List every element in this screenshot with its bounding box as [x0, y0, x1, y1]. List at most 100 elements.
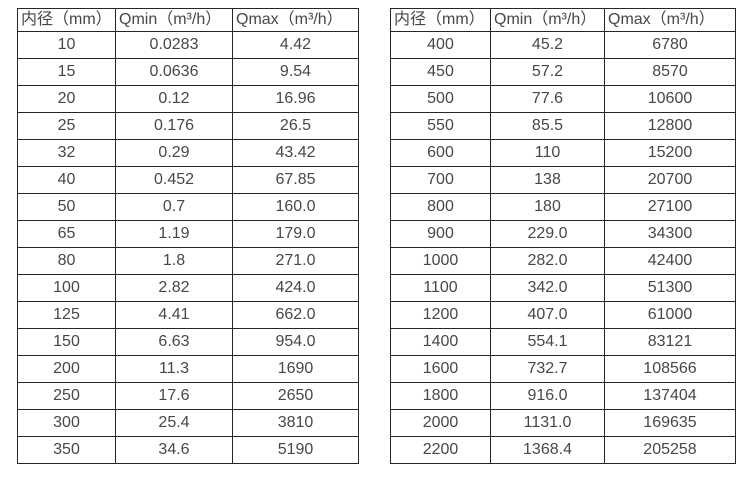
- table-cell: 2.82: [115, 274, 233, 302]
- table-cell: 42400: [604, 247, 736, 275]
- table-cell: 9.54: [232, 58, 359, 86]
- table-header-row: 内径（mm） Qmin（m³/h） Qmax（m³/h）: [17, 8, 359, 32]
- table-cell: 57.2: [490, 58, 605, 86]
- table-cell: 732.7: [490, 355, 605, 383]
- table-cell: 65: [17, 220, 116, 248]
- table-cell: 2000: [390, 409, 491, 437]
- table-row: 32 0.29 43.42: [17, 139, 359, 167]
- table-cell: 271.0: [232, 247, 359, 275]
- table-cell: 300: [17, 409, 116, 437]
- table-cell: 600: [390, 139, 491, 167]
- table-cell: 1.8: [115, 247, 233, 275]
- table-cell: 15: [17, 58, 116, 86]
- table-row: 500 77.6 10600: [390, 85, 736, 113]
- table-row: 450 57.2 8570: [390, 58, 736, 86]
- table-row: 600 110 15200: [390, 139, 736, 167]
- header-qmax: Qmax（m³/h）: [604, 8, 736, 32]
- table-row: 900 229.0 34300: [390, 220, 736, 248]
- table-row: 50 0.7 160.0: [17, 193, 359, 221]
- table-cell: 0.0636: [115, 58, 233, 86]
- table-cell: 350: [17, 436, 116, 464]
- table-cell: 0.452: [115, 166, 233, 194]
- table-cell: 205258: [604, 436, 736, 464]
- table-cell: 282.0: [490, 247, 605, 275]
- table-cell: 550: [390, 112, 491, 140]
- table-body: 10 0.0283 4.42 15 0.0636 9.54 20 0.12 16.96 25 0.1…: [17, 31, 359, 464]
- table-cell: 85.5: [490, 112, 605, 140]
- table-cell: 20: [17, 85, 116, 113]
- table-row: 2000 1131.0 169635: [390, 409, 736, 437]
- table-row: 350 34.6 5190: [17, 436, 359, 464]
- flow-table-large-diameters: 内径（mm） Qmin（m³/h） Qmax（m³/h） 400 45.2 6780…: [390, 8, 736, 464]
- table-row: 125 4.41 662.0: [17, 301, 359, 329]
- table-cell: 32: [17, 139, 116, 167]
- table-cell: 1400: [390, 328, 491, 356]
- table-cell: 1100: [390, 274, 491, 302]
- table-cell: 137404: [604, 382, 736, 410]
- table-cell: 12800: [604, 112, 736, 140]
- table-cell: 1368.4: [490, 436, 605, 464]
- table-cell: 500: [390, 85, 491, 113]
- table-row: 700 138 20700: [390, 166, 736, 194]
- table-cell: 900: [390, 220, 491, 248]
- table-cell: 700: [390, 166, 491, 194]
- table-cell: 10600: [604, 85, 736, 113]
- table-cell: 1.19: [115, 220, 233, 248]
- table-cell: 25: [17, 112, 116, 140]
- table-cell: 5190: [232, 436, 359, 464]
- table-cell: 400: [390, 31, 491, 59]
- table-row: 1200 407.0 61000: [390, 301, 736, 329]
- table-cell: 407.0: [490, 301, 605, 329]
- table-cell: 662.0: [232, 301, 359, 329]
- table-cell: 954.0: [232, 328, 359, 356]
- table-row: 65 1.19 179.0: [17, 220, 359, 248]
- table-cell: 61000: [604, 301, 736, 329]
- table-row: 20 0.12 16.96: [17, 85, 359, 113]
- table-row: 15 0.0636 9.54: [17, 58, 359, 86]
- table-row: 200 11.3 1690: [17, 355, 359, 383]
- table-cell: 108566: [604, 355, 736, 383]
- table-row: 150 6.63 954.0: [17, 328, 359, 356]
- table-cell: 424.0: [232, 274, 359, 302]
- table-cell: 43.42: [232, 139, 359, 167]
- header-diameter: 内径（mm）: [390, 8, 491, 32]
- table-row: 2200 1368.4 205258: [390, 436, 736, 464]
- table-cell: 34.6: [115, 436, 233, 464]
- table-row: 300 25.4 3810: [17, 409, 359, 437]
- table-row: 1000 282.0 42400: [390, 247, 736, 275]
- table-cell: 4.42: [232, 31, 359, 59]
- table-cell: 800: [390, 193, 491, 221]
- table-cell: 15200: [604, 139, 736, 167]
- table-cell: 83121: [604, 328, 736, 356]
- table-cell: 916.0: [490, 382, 605, 410]
- table-row: 1400 554.1 83121: [390, 328, 736, 356]
- table-cell: 2650: [232, 382, 359, 410]
- table-row: 25 0.176 26.5: [17, 112, 359, 140]
- table-cell: 25.4: [115, 409, 233, 437]
- table-row: 1100 342.0 51300: [390, 274, 736, 302]
- table-cell: 77.6: [490, 85, 605, 113]
- table-cell: 6780: [604, 31, 736, 59]
- table-cell: 6.63: [115, 328, 233, 356]
- table-row: 550 85.5 12800: [390, 112, 736, 140]
- table-cell: 17.6: [115, 382, 233, 410]
- table-cell: 16.96: [232, 85, 359, 113]
- table-cell: 169635: [604, 409, 736, 437]
- table-cell: 10: [17, 31, 116, 59]
- header-qmax: Qmax（m³/h）: [232, 8, 359, 32]
- table-cell: 450: [390, 58, 491, 86]
- table-cell: 45.2: [490, 31, 605, 59]
- table-header-row: 内径（mm） Qmin（m³/h） Qmax（m³/h）: [390, 8, 736, 32]
- table-cell: 1000: [390, 247, 491, 275]
- table-cell: 0.0283: [115, 31, 233, 59]
- table-cell: 1800: [390, 382, 491, 410]
- table-cell: 2200: [390, 436, 491, 464]
- table-row: 250 17.6 2650: [17, 382, 359, 410]
- table-row: 800 180 27100: [390, 193, 736, 221]
- table-cell: 138: [490, 166, 605, 194]
- table-cell: 0.29: [115, 139, 233, 167]
- table-cell: 110: [490, 139, 605, 167]
- table-cell: 20700: [604, 166, 736, 194]
- table-cell: 125: [17, 301, 116, 329]
